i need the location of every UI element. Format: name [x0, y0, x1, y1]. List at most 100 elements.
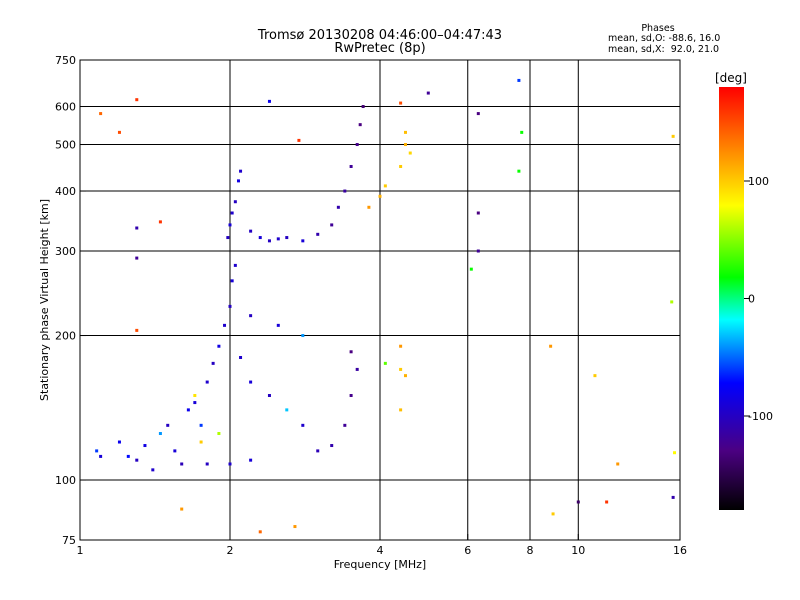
data-point [158, 220, 162, 224]
data-point [343, 189, 347, 193]
data-point [228, 223, 232, 227]
data-point [267, 99, 271, 103]
data-point [258, 236, 262, 240]
data-point [403, 143, 407, 147]
data-point [226, 236, 230, 240]
data-points [95, 78, 677, 534]
x-tick-label: 4 [377, 544, 384, 557]
data-point [267, 239, 271, 243]
data-point [576, 500, 580, 504]
x-tick-label: 2 [227, 544, 234, 557]
data-point [151, 468, 155, 472]
data-point [228, 304, 232, 308]
data-point [476, 112, 480, 116]
data-point [403, 374, 407, 378]
data-point [267, 394, 271, 398]
y-axis-label: Stationary phase Virtual Height [km] [38, 199, 51, 401]
data-point [355, 367, 359, 371]
x-axis-label: Frequency [MHz] [334, 558, 426, 571]
x-tick-label: 8 [527, 544, 534, 557]
colorbar-tick-label: -100 [748, 410, 773, 423]
data-point [399, 344, 403, 348]
data-point [135, 458, 139, 462]
data-point [383, 361, 387, 365]
data-point [616, 462, 620, 466]
phase-stats-x: mean, sd,X: 92.0, 21.0 [608, 44, 720, 55]
data-point [343, 423, 347, 427]
data-point [378, 194, 382, 198]
data-point [135, 256, 139, 260]
data-point [99, 112, 103, 116]
phase-stats-o: mean, sd,O: -88.6, 16.0 [608, 33, 721, 44]
data-point [236, 179, 240, 183]
data-point [228, 462, 232, 466]
data-point [233, 200, 237, 204]
data-point [517, 169, 521, 173]
phase-stats-title: Phases [641, 23, 675, 34]
data-point [383, 184, 387, 188]
data-point [293, 525, 297, 529]
x-tick-label: 16 [673, 544, 687, 557]
data-point [469, 267, 473, 271]
data-point [330, 223, 334, 227]
data-point [551, 512, 555, 516]
data-point [230, 279, 234, 283]
data-point [355, 143, 359, 147]
axis-ticks: 1 2 4 6 8 10 16 75 100 200 300 400 500 600 750 [55, 54, 687, 557]
data-point [301, 423, 305, 427]
data-point [316, 449, 320, 453]
data-point [258, 530, 262, 534]
data-point [361, 105, 365, 109]
data-point [403, 130, 407, 134]
data-point [671, 495, 675, 499]
data-point [223, 323, 227, 327]
data-point [211, 361, 215, 365]
colorbar-tick-label: 100 [748, 175, 769, 188]
data-point [249, 229, 253, 233]
y-tick-label: 400 [55, 185, 76, 198]
data-point [117, 130, 121, 134]
colorbar-label: [deg] [715, 71, 747, 85]
data-point [367, 205, 371, 209]
y-tick-label: 600 [55, 101, 76, 114]
data-point [349, 350, 353, 354]
y-tick-label: 300 [55, 245, 76, 258]
data-point [193, 394, 197, 398]
data-point [205, 462, 209, 466]
data-point [301, 239, 305, 243]
data-point [180, 462, 184, 466]
y-tick-label: 200 [55, 330, 76, 343]
data-point [426, 91, 430, 95]
data-point [95, 449, 99, 453]
data-point [126, 454, 130, 458]
data-point [166, 423, 170, 427]
data-point [199, 440, 203, 444]
data-point [476, 211, 480, 215]
data-point [199, 423, 203, 427]
data-point [285, 408, 289, 412]
data-point [336, 205, 340, 209]
chart-title-line2: RwPretec (8p) [334, 41, 426, 56]
data-point [239, 355, 243, 359]
x-tick-label: 6 [464, 544, 471, 557]
data-point [217, 344, 221, 348]
data-point [276, 237, 280, 241]
data-point [316, 232, 320, 236]
y-tick-label: 100 [55, 474, 76, 487]
data-point [297, 138, 301, 142]
data-point [143, 444, 147, 448]
chart-title-line1: Tromsø 20130208 04:46:00–04:47:43 [257, 28, 503, 43]
data-point [520, 130, 524, 134]
data-point [173, 449, 177, 453]
data-point [135, 328, 139, 332]
x-tick-label: 1 [77, 544, 84, 557]
data-point [99, 454, 103, 458]
data-point [249, 314, 253, 318]
data-point [408, 151, 412, 155]
data-point [549, 344, 553, 348]
data-point [230, 211, 234, 215]
data-point [399, 164, 403, 168]
data-point [193, 401, 197, 405]
data-point [249, 458, 253, 462]
